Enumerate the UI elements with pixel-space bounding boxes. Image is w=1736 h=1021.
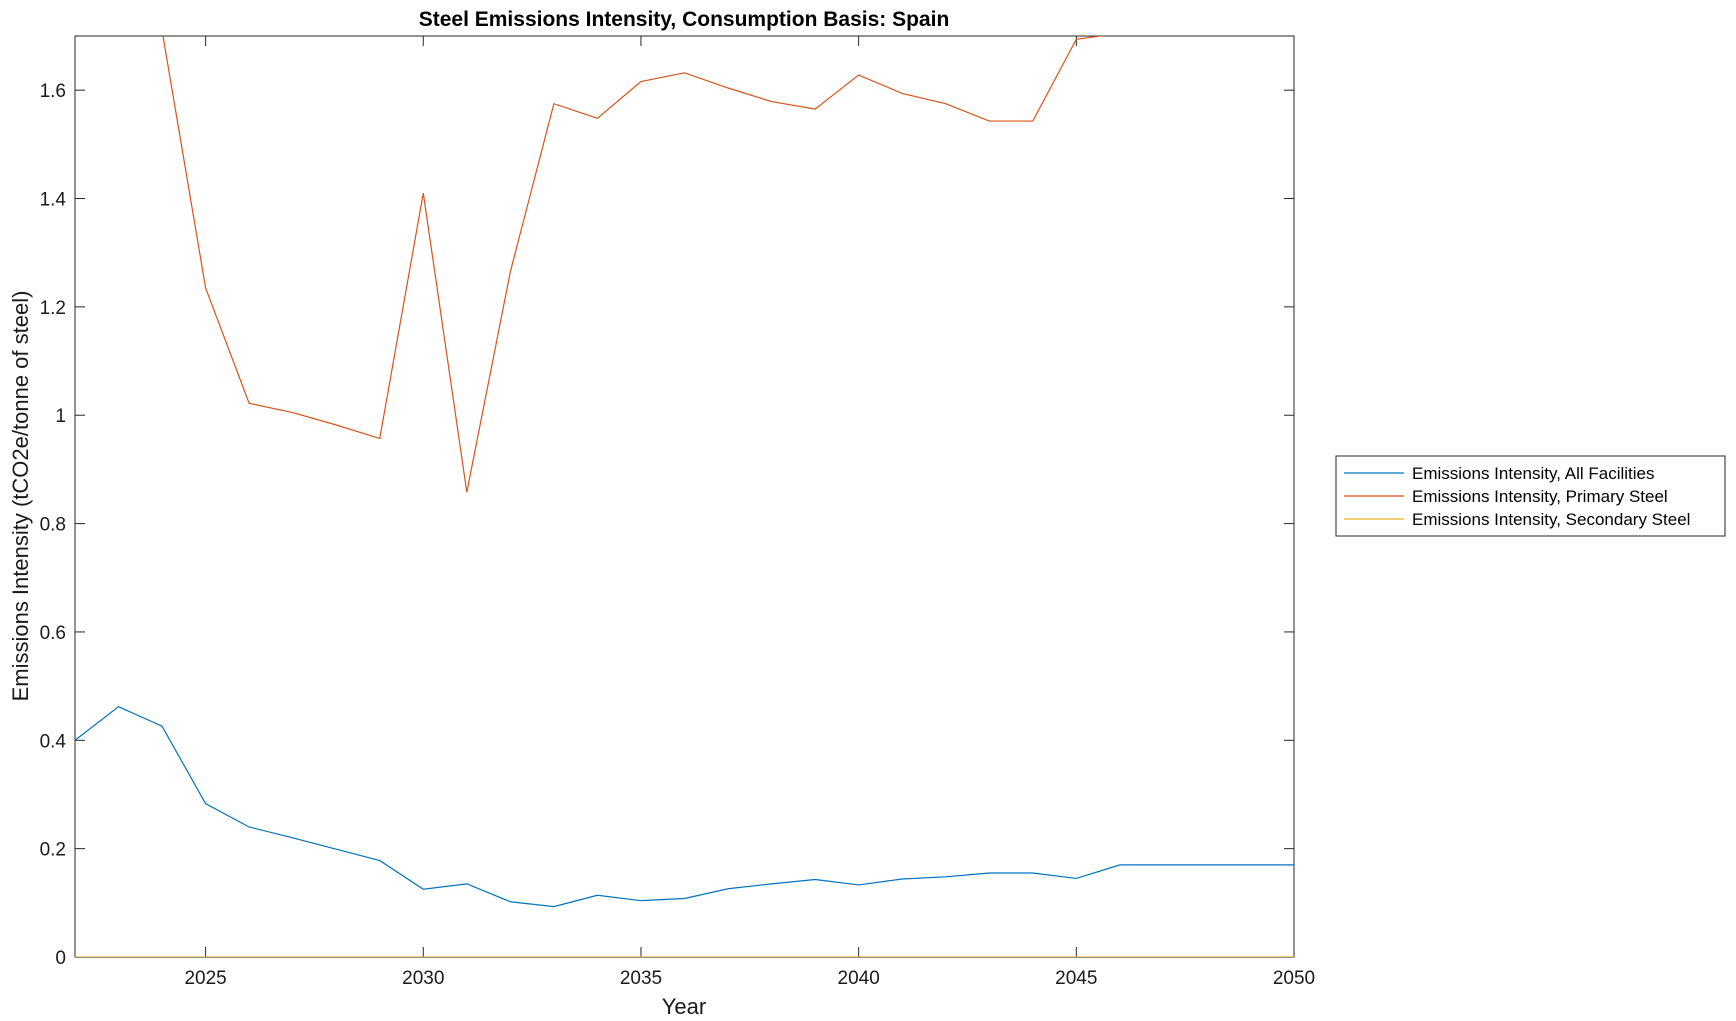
legend-label: Emissions Intensity, All Facilities — [1412, 464, 1654, 483]
x-tick-label: 2040 — [838, 968, 880, 989]
y-axis-label: Emissions Intensity (tCO2e/tonne of stee… — [8, 291, 33, 702]
y-tick-label: 1.4 — [40, 190, 67, 211]
legend-label: Emissions Intensity, Secondary Steel — [1412, 510, 1690, 529]
legend-entries: Emissions Intensity, All Facilities Emiss… — [1344, 464, 1690, 529]
x-tick-label: 2045 — [1055, 968, 1097, 989]
legend-label: Emissions Intensity, Primary Steel — [1412, 487, 1668, 506]
x-tick-label: 2035 — [620, 968, 662, 989]
y-tick-label: 0 — [55, 948, 66, 969]
series-line-1 — [75, 706, 1294, 908]
x-tick-label: 2050 — [1273, 968, 1315, 989]
y-tick-label: 0.2 — [40, 840, 66, 861]
chart-title: Steel Emissions Intensity, Consumption B… — [419, 8, 950, 31]
y-tick-label: 0.8 — [40, 515, 66, 536]
legend: Emissions Intensity, All Facilities Emiss… — [1335, 455, 1726, 537]
y-tick-label: 1.2 — [40, 298, 66, 319]
y-tick-label: 0.6 — [40, 623, 66, 644]
x-tick-label: 2025 — [184, 968, 226, 989]
x-axis-ticks: 2025 2030 2035 2040 2045 2050 — [184, 36, 1315, 989]
y-tick-label: 1.6 — [40, 81, 66, 102]
series-lines — [75, 36, 1294, 957]
x-axis-label: Year — [662, 994, 706, 1019]
x-tick-label: 2030 — [402, 968, 444, 989]
plot-frame — [74, 35, 1295, 958]
plot-area: 2025 2030 2035 2040 2045 2050 0 0.2 0.4 0.6 0.8 1 1… — [40, 35, 1315, 989]
y-tick-label: 0.4 — [40, 731, 67, 752]
series-line-2 — [162, 36, 1105, 493]
y-tick-label: 1 — [55, 406, 66, 427]
